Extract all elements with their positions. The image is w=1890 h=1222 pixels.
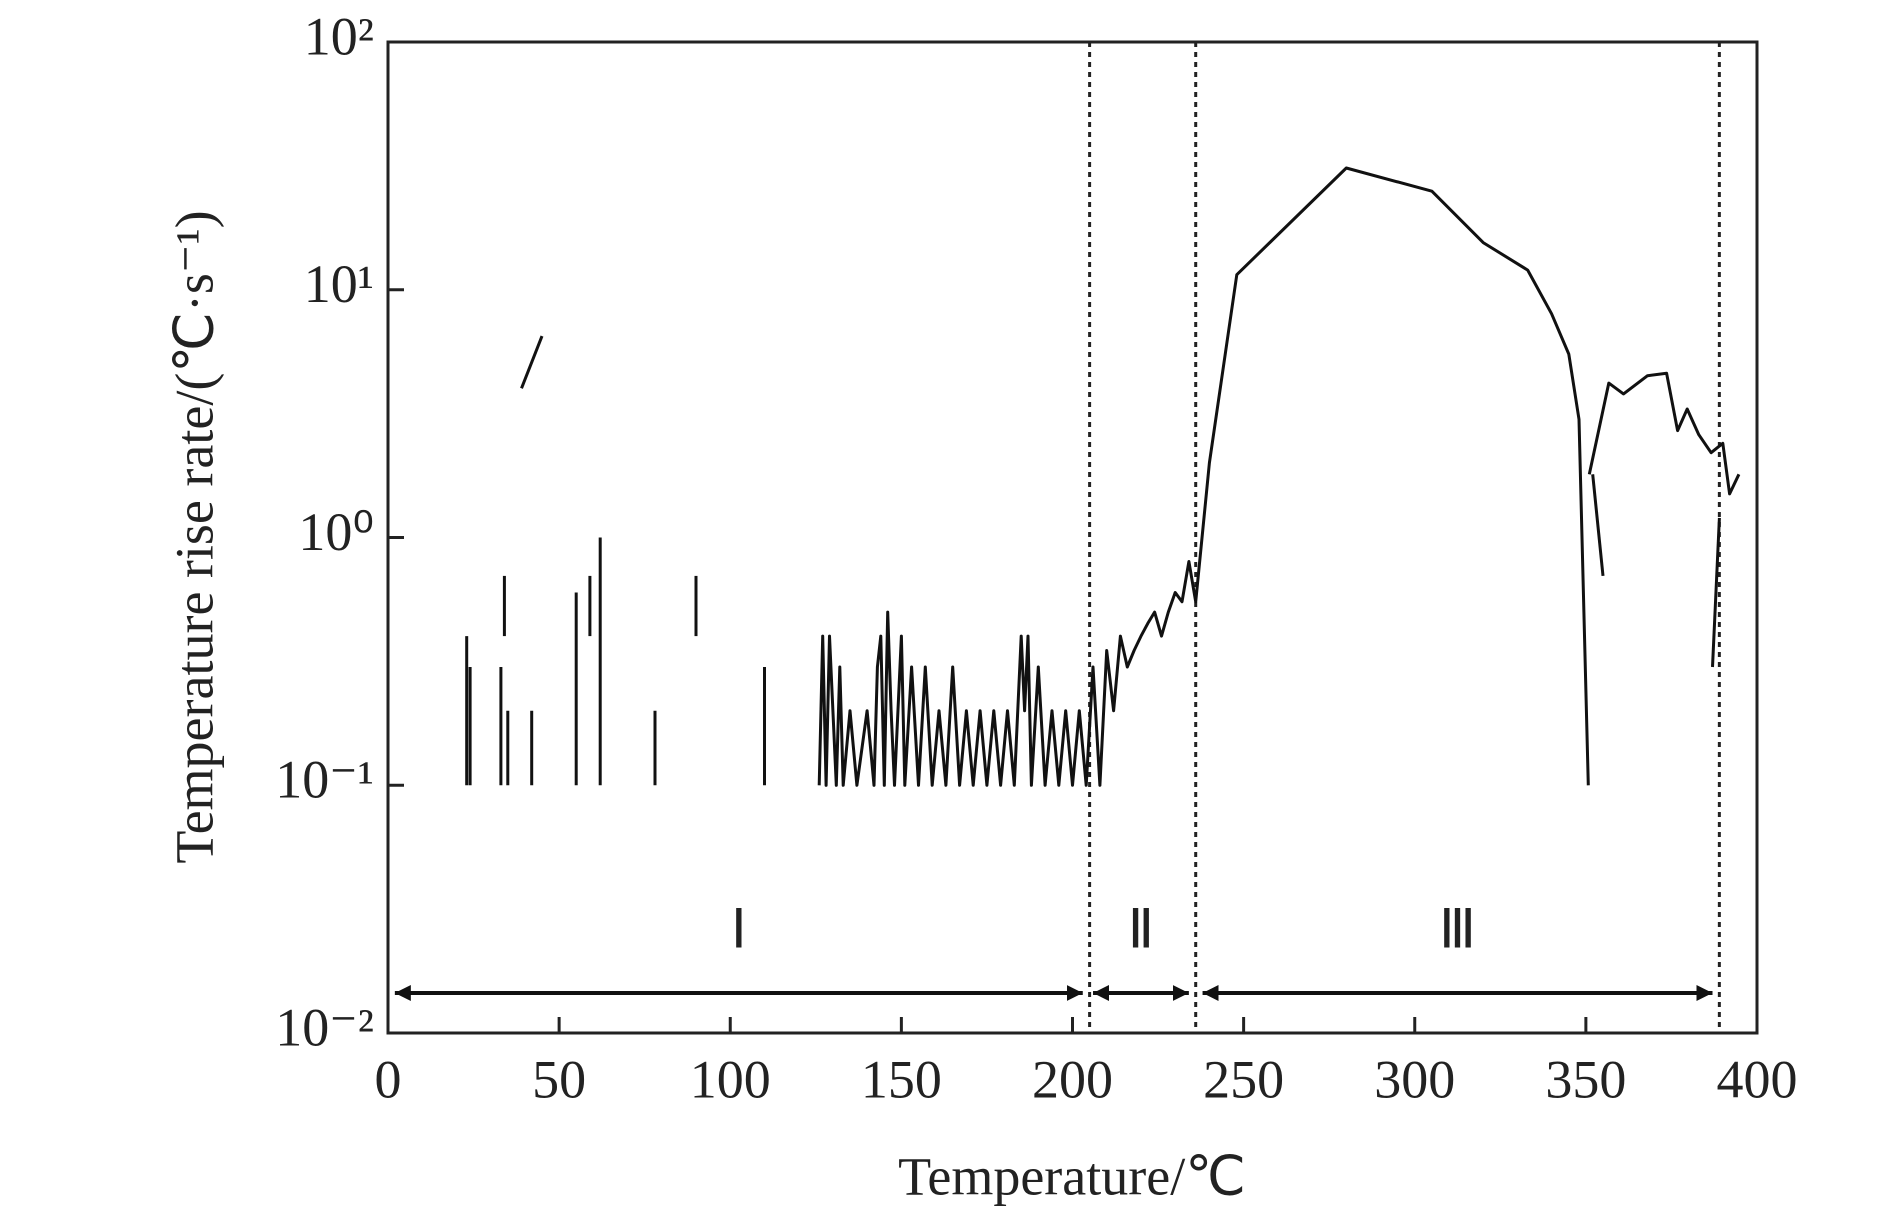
x-tick-label: 300 bbox=[1374, 1049, 1455, 1109]
x-tick-label: 400 bbox=[1717, 1049, 1798, 1109]
region-label: Ⅱ bbox=[1128, 899, 1155, 959]
data-line bbox=[1591, 474, 1605, 577]
region-label: Ⅲ bbox=[1439, 899, 1476, 959]
x-tick-label: 200 bbox=[1032, 1049, 1113, 1109]
x-tick-label: 350 bbox=[1545, 1049, 1626, 1109]
y-tick-label: 10⁻² bbox=[275, 997, 374, 1057]
data-line bbox=[1587, 371, 1741, 496]
x-tick-label: 150 bbox=[861, 1049, 942, 1109]
y-tick-label: 10¹ bbox=[304, 254, 374, 314]
plot-frame bbox=[386, 40, 1759, 1035]
y-tick-label: 10² bbox=[304, 6, 374, 66]
x-tick-label: 50 bbox=[532, 1049, 586, 1109]
x-axis-label: Temperature/℃ bbox=[898, 1146, 1246, 1206]
region-label: Ⅰ bbox=[731, 899, 747, 959]
x-tick-label: 250 bbox=[1203, 1049, 1284, 1109]
y-tick-label: 10⁰ bbox=[298, 502, 374, 562]
data-line bbox=[817, 166, 1590, 787]
y-tick-label: 10⁻¹ bbox=[275, 750, 374, 810]
data-line bbox=[520, 335, 544, 389]
data-line bbox=[1711, 517, 1721, 668]
x-tick-label: 0 bbox=[375, 1049, 402, 1109]
y-axis-label: Temperature rise rate/(℃·s⁻¹) bbox=[164, 210, 224, 863]
x-tick-label: 100 bbox=[690, 1049, 771, 1109]
